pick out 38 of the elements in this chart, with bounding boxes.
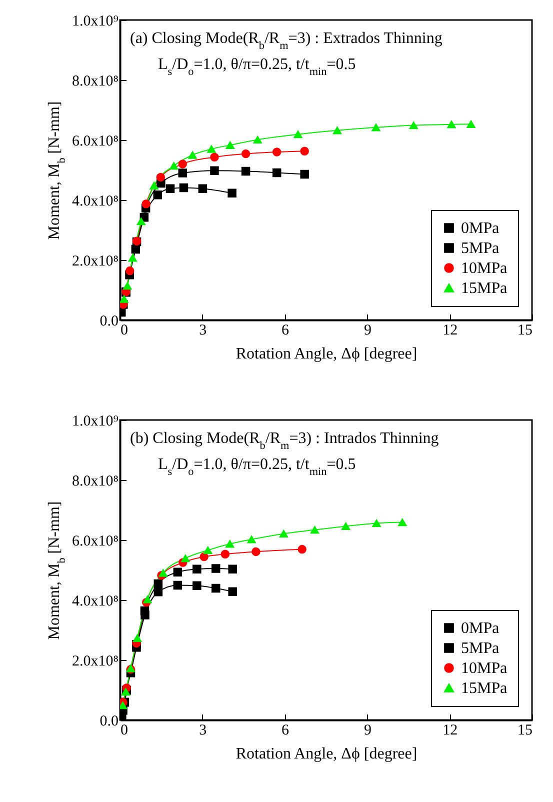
x-tick-label: 6 [282,722,290,738]
annotation: (a) Closing Mode(R$_{b}$/R$_{m}$=3) : Extrados Thinning [130,30,442,52]
legend-label: 5MPa [461,640,500,657]
annotation: L$_{s}$/D$_{o}$=1.0, θ/π=0.25, t/t$_{min}$=0.5 [158,456,356,478]
y-tick-label: 0.0 [100,714,118,730]
y-tick-label: 8.0x10⁸ [72,474,118,490]
x-tick-label: 12 [442,322,458,338]
y-tick-label: 6.0x10⁸ [72,534,118,550]
y-tick-label: 1.0x10⁹ [72,14,118,30]
legend-label: 0MPa [461,220,500,237]
legend-label: 15MPa [461,280,508,297]
y-tick-label: 2.0x10⁸ [72,254,118,270]
y-tick-label: 1.0x10⁹ [72,414,118,430]
x-axis-title: Rotation Angle, Δϕ [degree] [236,746,418,762]
annotation: (b) Closing Mode(R$_{b}$/R$_{m}$=3) : Intrados Thinning [130,430,439,452]
x-tick-label: 0 [120,722,128,738]
x-tick-label: 15 [518,322,532,338]
y-tick-label: 0.0 [100,314,118,330]
x-tick-label: 9 [364,722,372,738]
legend-label: 10MPa [461,660,508,677]
x-tick-label: 3 [199,722,207,738]
x-axis-title: Rotation Angle, Δϕ [degree] [236,346,418,362]
legend-label: 0MPa [461,620,500,637]
x-tick-label: 6 [282,322,290,338]
y-tick-label: 8.0x10⁸ [72,74,118,90]
x-tick-label: 9 [364,322,372,338]
y-tick-label: 4.0x10⁸ [72,194,118,210]
x-tick-label: 0 [120,322,128,338]
x-tick-label: 12 [442,722,458,738]
x-tick-label: 15 [518,722,532,738]
y-tick-label: 6.0x10⁸ [72,134,118,150]
y-tick-label: 2.0x10⁸ [72,654,118,670]
annotation: L$_{s}$/D$_{o}$=1.0, θ/π=0.25, t/t$_{min}$=0.5 [158,56,356,78]
legend-label: 15MPa [461,680,508,697]
y-tick-label: 4.0x10⁸ [72,594,118,610]
x-tick-label: 3 [199,322,207,338]
legend-label: 10MPa [461,260,508,277]
legend-label: 5MPa [461,240,500,257]
